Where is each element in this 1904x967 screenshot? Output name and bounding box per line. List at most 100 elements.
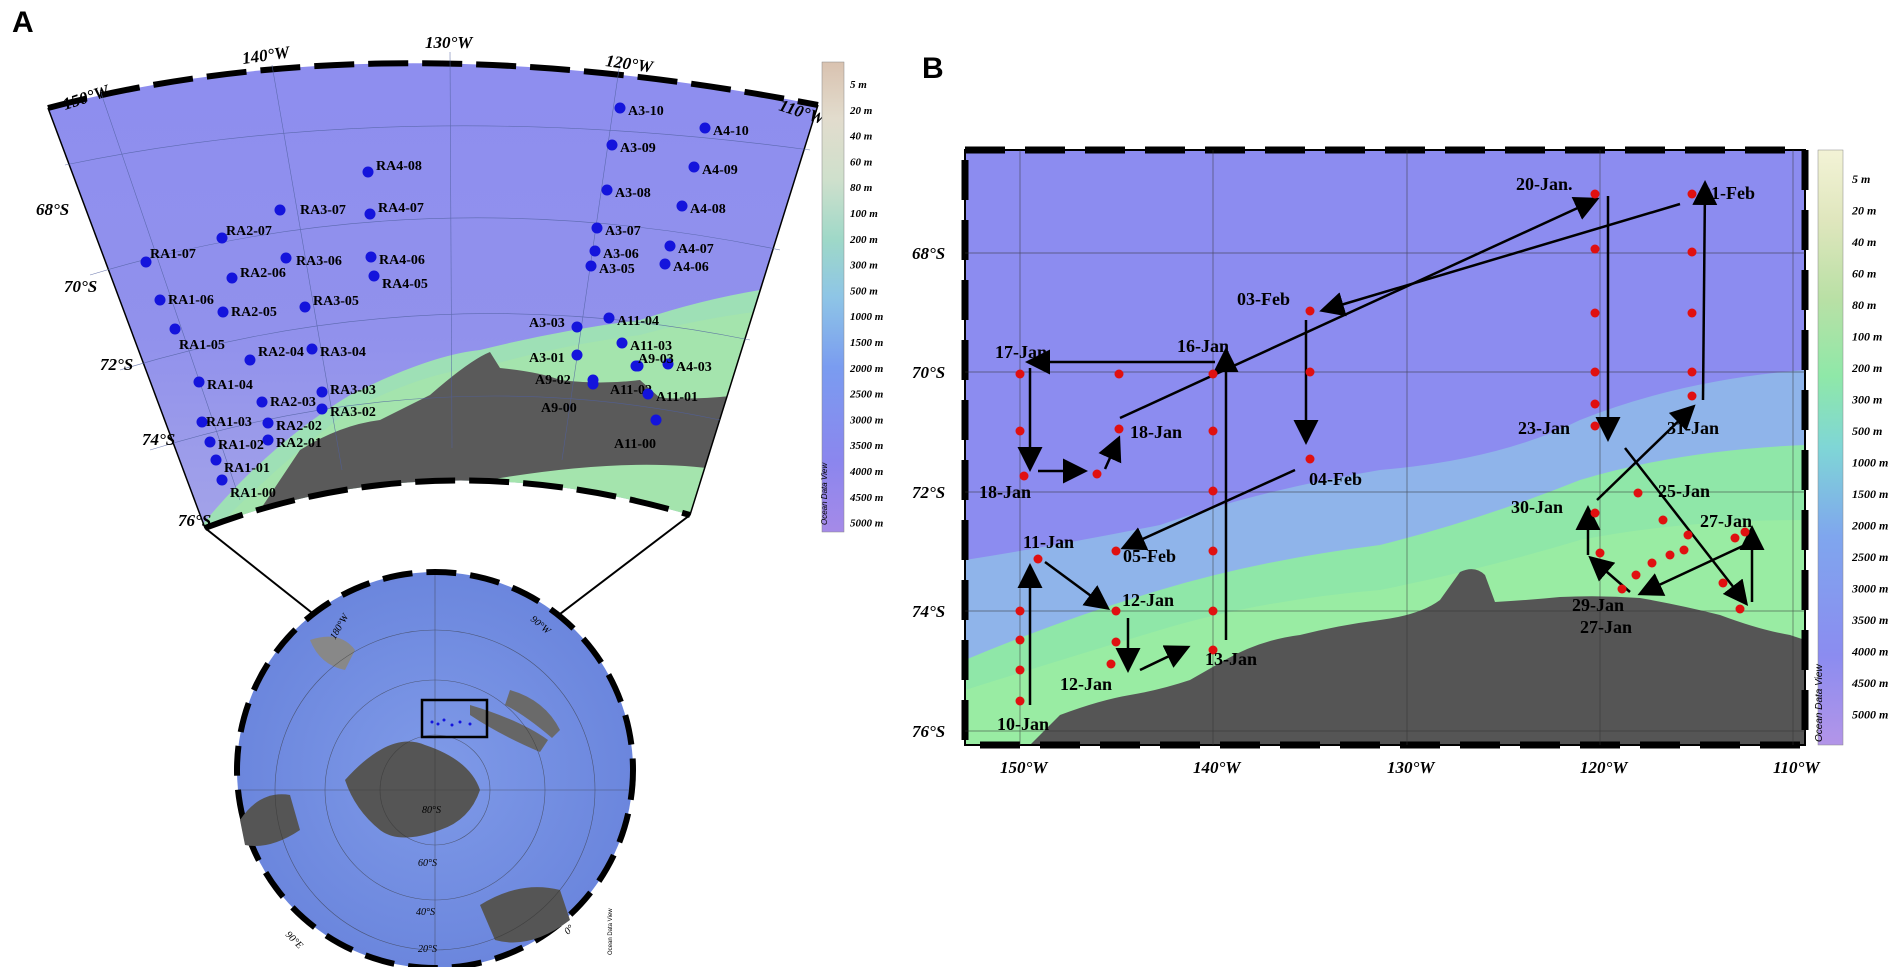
b-lat-label: 72°S [912,483,945,502]
station-b-marker [1015,665,1025,675]
station-b-marker [1305,367,1315,377]
station-b-marker [1665,550,1675,560]
date-label: 30-Jan [1511,497,1563,517]
panel-b-depth-legend: Ocean Data View [1814,149,1844,746]
station-b-marker [1647,558,1657,568]
station-a-label: A3-08 [615,186,651,201]
station-a: A9-00 [541,378,599,416]
b-legend-label: 60 m [1852,267,1876,281]
station-b-marker [1111,606,1121,616]
station-b-marker [1735,604,1745,614]
station-a-marker [256,396,268,408]
a-lat-label: 76°S [178,511,211,530]
station-a-marker [280,252,292,264]
b-lon-label: 140°W [1193,758,1242,777]
station-b-marker [1208,426,1218,436]
date-label: 20-Jan. [1516,174,1573,194]
station-a-marker [316,403,328,415]
station-b-marker [1305,306,1315,316]
station-a-label: A3-03 [529,316,565,331]
station-a-marker [688,161,700,173]
a-odv-label: Ocean Data View [820,462,829,525]
station-a-marker [154,294,166,306]
b-legend-label: 2500 m [1851,550,1888,564]
station-a-label: RA1-01 [224,461,270,476]
station-a-marker [699,122,711,134]
date-label: 11-Jan [1023,532,1074,552]
a-legend-label: 1000 m [850,311,884,323]
station-b-marker [1590,244,1600,254]
b-legend-label: 300 m [1851,393,1882,407]
station-a-marker [662,358,674,370]
station-a: A3-09 [606,139,656,156]
station-a: A3-10 [614,102,664,119]
b-legend-label: 80 m [1852,298,1876,312]
station-a-label: RA4-05 [382,277,428,292]
station-a-label: A4-07 [678,242,714,257]
station-a: RA4-06 [365,251,425,268]
station-a-label: A11-01 [656,390,698,405]
station-a-label: A4-03 [676,360,712,375]
date-label: 03-Feb [1237,289,1290,309]
station-b-marker [1617,584,1627,594]
station-a: A4-08 [676,200,726,217]
station-b-marker [1111,546,1121,556]
station-a: RA3-04 [306,343,366,360]
station-b-marker [1687,247,1697,257]
station-a-label: RA2-07 [226,224,272,239]
station-a-marker [616,337,628,349]
station-a-label: A9-03 [638,352,674,367]
a-legend-label: 1500 m [850,337,884,349]
b-legend-label: 2000 m [1851,519,1888,533]
station-a: A11-01 [642,388,698,405]
station-a-label: A9-02 [535,373,571,388]
station-a-label: A4-10 [713,124,749,139]
b-lon-label: 120°W [1580,758,1629,777]
station-a-label: RA1-07 [150,247,196,262]
station-a: RA4-07 [364,201,424,220]
station-a-marker [368,270,380,282]
globe-lat-label: 80°S [422,805,441,816]
station-a-label: A11-00 [614,437,656,452]
station-a: RA1-07 [140,247,196,268]
station-a: A9-03 [630,352,674,372]
station-a: A3-01 [529,349,583,366]
station-a: RA1-01 [210,454,270,476]
inset-globe: 180°W 90°W 80°S 60°S 40°S 20°S 90°E 0° O… [234,569,636,967]
station-b-marker [1015,426,1025,436]
date-label: 29-Jan [1572,595,1624,615]
date-label: 01-Feb [1702,183,1755,203]
date-label: 18-Jan [1130,422,1182,442]
station-b-marker [1208,369,1218,379]
station-b-marker [1305,454,1315,464]
station-a-label: RA4-08 [376,159,422,174]
station-a: A4-07 [664,240,714,257]
station-a-marker [262,417,274,429]
b-legend-label: 40 m [1851,235,1876,249]
station-a-label: A3-07 [605,224,641,239]
station-b-marker [1590,189,1600,199]
station-a-label: RA1-05 [179,338,225,353]
station-a-label: RA1-02 [218,438,264,453]
station-a: RA1-06 [154,293,214,308]
station-a-marker [362,166,374,178]
b-legend-label: 100 m [1852,330,1882,344]
station-a-marker [217,306,229,318]
b-legend-label: 1000 m [1852,456,1888,470]
b-legend-label: 5 m [1852,172,1870,186]
b-legend-label: 200 m [1851,361,1882,375]
date-label: 27-Jan [1700,511,1752,531]
date-label: 04-Feb [1309,469,1362,489]
station-a: A3-06 [589,245,639,262]
station-a-marker [642,388,654,400]
a-legend-label: 80 m [850,182,873,194]
station-a-marker [650,414,662,426]
date-label: 25-Jan [1658,481,1710,501]
a-legend-label: 5000 m [850,518,884,530]
station-a-marker [244,354,256,366]
b-legend-label: 1500 m [1852,487,1888,501]
station-b-marker [1114,369,1124,379]
station-b-marker [1111,637,1121,647]
station-a-marker [589,245,601,257]
station-a-label: A11-02 [610,383,652,398]
